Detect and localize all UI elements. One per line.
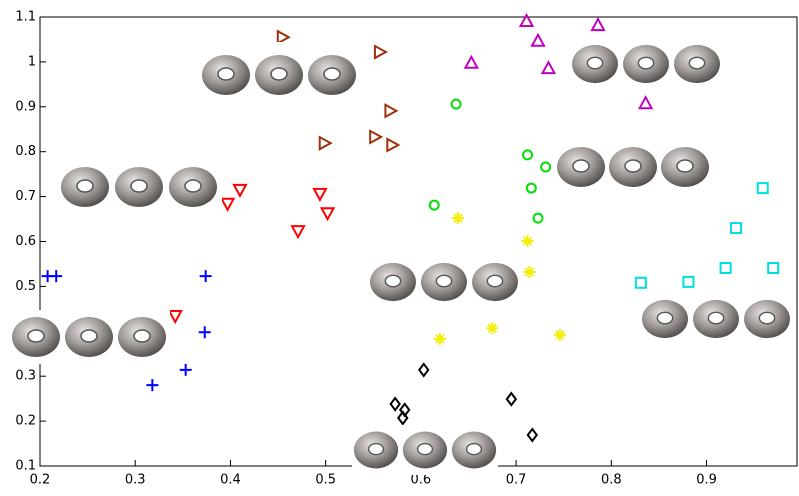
marker: [542, 62, 554, 73]
y-tick-label: 1.1: [15, 10, 36, 25]
marker: [322, 208, 334, 219]
marker: [419, 364, 428, 376]
marker: [522, 235, 534, 247]
marker: [465, 57, 477, 68]
marker: [320, 137, 331, 149]
marker: [640, 97, 652, 108]
inset: [8, 310, 170, 364]
marker: [592, 19, 604, 30]
marker: [314, 189, 326, 200]
marker: [387, 139, 398, 151]
x-tick-label: 0.9: [696, 473, 717, 488]
marker: [169, 311, 181, 322]
marker: [452, 100, 461, 109]
y-tick-label: 0.5: [15, 279, 36, 294]
marker: [731, 223, 741, 233]
marker: [527, 184, 536, 193]
y-tick-label: 0.7: [15, 189, 36, 204]
marker: [278, 31, 289, 43]
marker: [507, 393, 516, 405]
x-tick-label: 0.2: [30, 473, 51, 488]
marker: [636, 278, 646, 288]
y-tick-label: 0.3: [15, 369, 36, 384]
y-tick-label: 0.9: [15, 99, 36, 114]
marker: [434, 333, 446, 345]
marker: [200, 270, 212, 282]
marker: [683, 277, 693, 287]
inset: [640, 292, 792, 348]
x-tick-label: 0.8: [601, 473, 622, 488]
y-tick-label: 0.1: [15, 459, 36, 474]
marker: [541, 162, 550, 171]
chart: 0.20.30.40.50.60.70.80.90.10.20.30.40.50…: [0, 0, 799, 496]
y-tick-label: 0.8: [15, 144, 36, 159]
marker: [180, 364, 192, 376]
marker: [768, 263, 778, 273]
inset: [570, 36, 722, 94]
y-tick-label: 1: [28, 54, 36, 69]
marker: [721, 263, 731, 273]
marker: [234, 185, 246, 196]
marker: [146, 379, 158, 391]
marker: [528, 429, 537, 441]
marker: [385, 105, 396, 117]
marker: [532, 35, 544, 46]
x-tick-label: 0.4: [220, 473, 241, 488]
marker: [222, 199, 234, 210]
inset: [555, 138, 712, 198]
inset: [368, 255, 520, 311]
x-tick-label: 0.5: [315, 473, 336, 488]
inset: [57, 158, 222, 218]
y-tick-label: 0.6: [15, 234, 36, 249]
y-tick-label: 0.2: [15, 414, 36, 429]
marker: [50, 270, 62, 282]
marker: [554, 329, 566, 341]
marker: [391, 398, 400, 410]
marker: [199, 326, 211, 338]
marker: [534, 214, 543, 223]
x-tick-label: 0.7: [506, 473, 527, 488]
inset: [198, 42, 360, 110]
marker: [370, 131, 381, 143]
marker: [430, 201, 439, 210]
inset: [352, 425, 498, 475]
marker: [486, 322, 498, 334]
marker: [292, 226, 304, 237]
marker: [375, 46, 386, 58]
x-tick-label: 0.3: [125, 473, 146, 488]
marker: [758, 183, 768, 193]
marker: [523, 266, 535, 278]
marker: [523, 150, 532, 159]
marker: [452, 212, 464, 224]
